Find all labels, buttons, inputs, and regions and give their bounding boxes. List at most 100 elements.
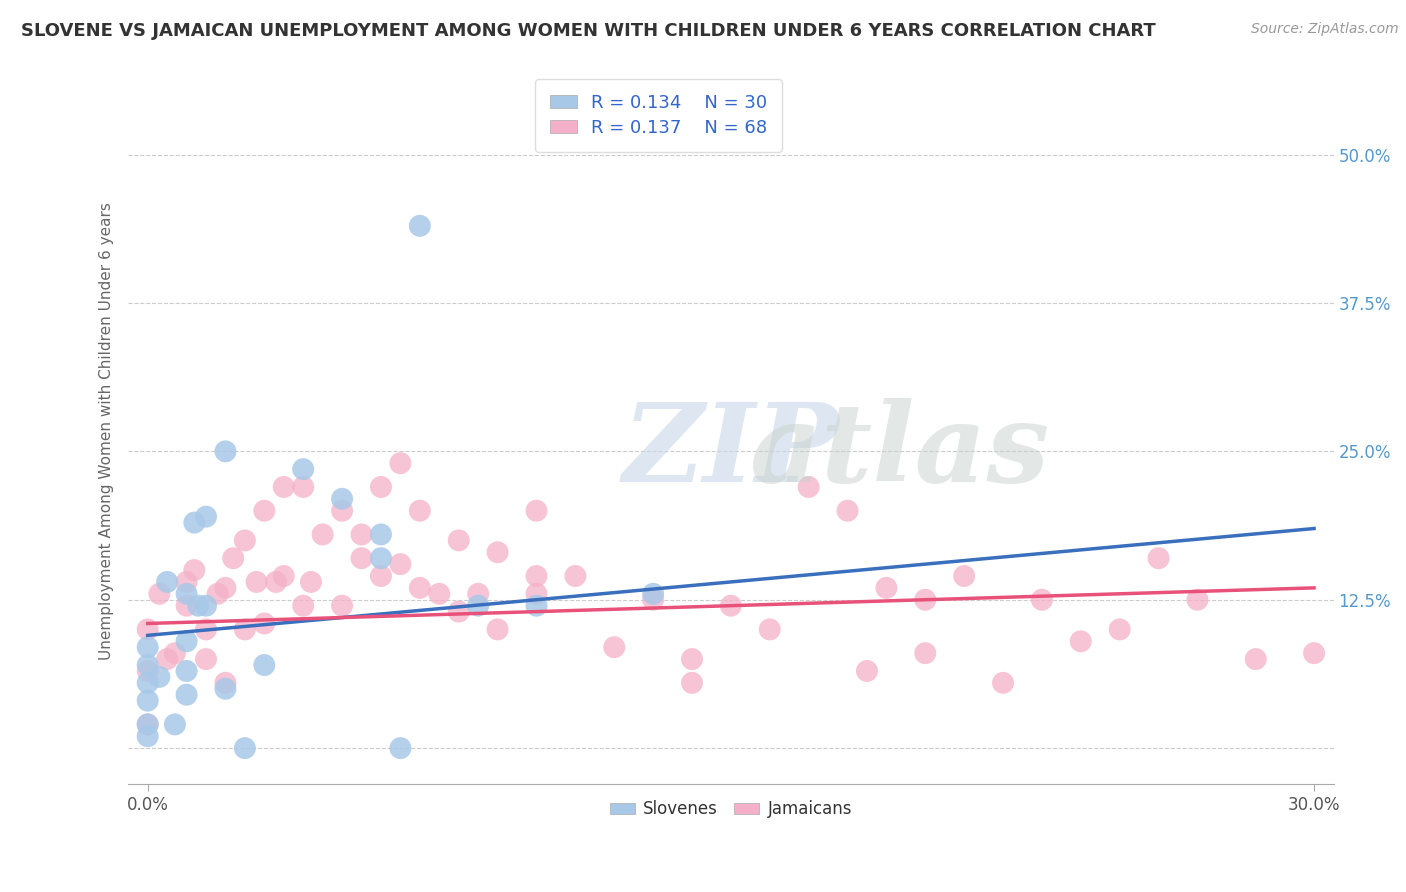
Point bbox=[720, 599, 742, 613]
Point bbox=[233, 623, 256, 637]
Point bbox=[222, 551, 245, 566]
Point bbox=[914, 592, 936, 607]
Point bbox=[292, 599, 315, 613]
Point bbox=[176, 688, 198, 702]
Point bbox=[195, 652, 218, 666]
Point bbox=[214, 444, 236, 458]
Point bbox=[837, 504, 859, 518]
Point bbox=[156, 652, 179, 666]
Point bbox=[370, 480, 392, 494]
Point bbox=[603, 640, 626, 655]
Point bbox=[183, 516, 205, 530]
Point bbox=[914, 646, 936, 660]
Point bbox=[526, 599, 548, 613]
Point bbox=[136, 717, 159, 731]
Point bbox=[856, 664, 879, 678]
Point bbox=[1147, 551, 1170, 566]
Point bbox=[1187, 592, 1209, 607]
Point bbox=[370, 569, 392, 583]
Point bbox=[389, 741, 412, 756]
Point bbox=[643, 587, 665, 601]
Point bbox=[163, 717, 186, 731]
Point bbox=[233, 741, 256, 756]
Point bbox=[136, 658, 159, 673]
Point bbox=[176, 599, 198, 613]
Point bbox=[681, 676, 703, 690]
Point bbox=[486, 623, 509, 637]
Y-axis label: Unemployment Among Women with Children Under 6 years: Unemployment Among Women with Children U… bbox=[100, 202, 114, 659]
Point bbox=[1070, 634, 1092, 648]
Point bbox=[1244, 652, 1267, 666]
Point bbox=[467, 587, 489, 601]
Point bbox=[643, 592, 665, 607]
Point bbox=[292, 480, 315, 494]
Point bbox=[330, 599, 353, 613]
Point bbox=[136, 676, 159, 690]
Point bbox=[253, 616, 276, 631]
Point bbox=[136, 717, 159, 731]
Point bbox=[1303, 646, 1326, 660]
Legend: Slovenes, Jamaicans: Slovenes, Jamaicans bbox=[603, 794, 859, 825]
Point bbox=[136, 623, 159, 637]
Text: atlas: atlas bbox=[749, 398, 1050, 506]
Point bbox=[467, 599, 489, 613]
Point bbox=[207, 587, 229, 601]
Point bbox=[176, 634, 198, 648]
Point bbox=[187, 599, 209, 613]
Point bbox=[409, 219, 432, 233]
Point bbox=[136, 729, 159, 743]
Point bbox=[183, 563, 205, 577]
Point bbox=[136, 693, 159, 707]
Point bbox=[311, 527, 333, 541]
Point bbox=[195, 623, 218, 637]
Point bbox=[176, 587, 198, 601]
Point bbox=[148, 670, 170, 684]
Point bbox=[681, 652, 703, 666]
Point bbox=[330, 504, 353, 518]
Point bbox=[447, 533, 470, 548]
Point bbox=[1108, 623, 1130, 637]
Point bbox=[875, 581, 897, 595]
Point bbox=[427, 587, 450, 601]
Point bbox=[264, 574, 287, 589]
Point bbox=[486, 545, 509, 559]
Point bbox=[253, 658, 276, 673]
Point bbox=[564, 569, 586, 583]
Point bbox=[526, 587, 548, 601]
Point bbox=[245, 574, 267, 589]
Point bbox=[350, 527, 373, 541]
Point bbox=[136, 664, 159, 678]
Point bbox=[148, 587, 170, 601]
Point bbox=[292, 462, 315, 476]
Point bbox=[214, 681, 236, 696]
Point bbox=[526, 504, 548, 518]
Point bbox=[991, 676, 1014, 690]
Point bbox=[176, 574, 198, 589]
Point bbox=[299, 574, 322, 589]
Point bbox=[370, 527, 392, 541]
Point bbox=[330, 491, 353, 506]
Point bbox=[409, 504, 432, 518]
Point bbox=[758, 623, 780, 637]
Point bbox=[214, 676, 236, 690]
Point bbox=[409, 581, 432, 595]
Text: ZIP: ZIP bbox=[623, 398, 839, 506]
Point bbox=[953, 569, 976, 583]
Point bbox=[214, 581, 236, 595]
Point bbox=[273, 569, 295, 583]
Point bbox=[447, 605, 470, 619]
Point bbox=[136, 640, 159, 655]
Point bbox=[253, 504, 276, 518]
Point bbox=[350, 551, 373, 566]
Point bbox=[163, 646, 186, 660]
Point bbox=[273, 480, 295, 494]
Text: SLOVENE VS JAMAICAN UNEMPLOYMENT AMONG WOMEN WITH CHILDREN UNDER 6 YEARS CORRELA: SLOVENE VS JAMAICAN UNEMPLOYMENT AMONG W… bbox=[21, 22, 1156, 40]
Point bbox=[195, 599, 218, 613]
Point bbox=[526, 569, 548, 583]
Point bbox=[233, 533, 256, 548]
Text: Source: ZipAtlas.com: Source: ZipAtlas.com bbox=[1251, 22, 1399, 37]
Point bbox=[389, 456, 412, 470]
Point bbox=[389, 557, 412, 571]
Point bbox=[370, 551, 392, 566]
Point bbox=[176, 664, 198, 678]
